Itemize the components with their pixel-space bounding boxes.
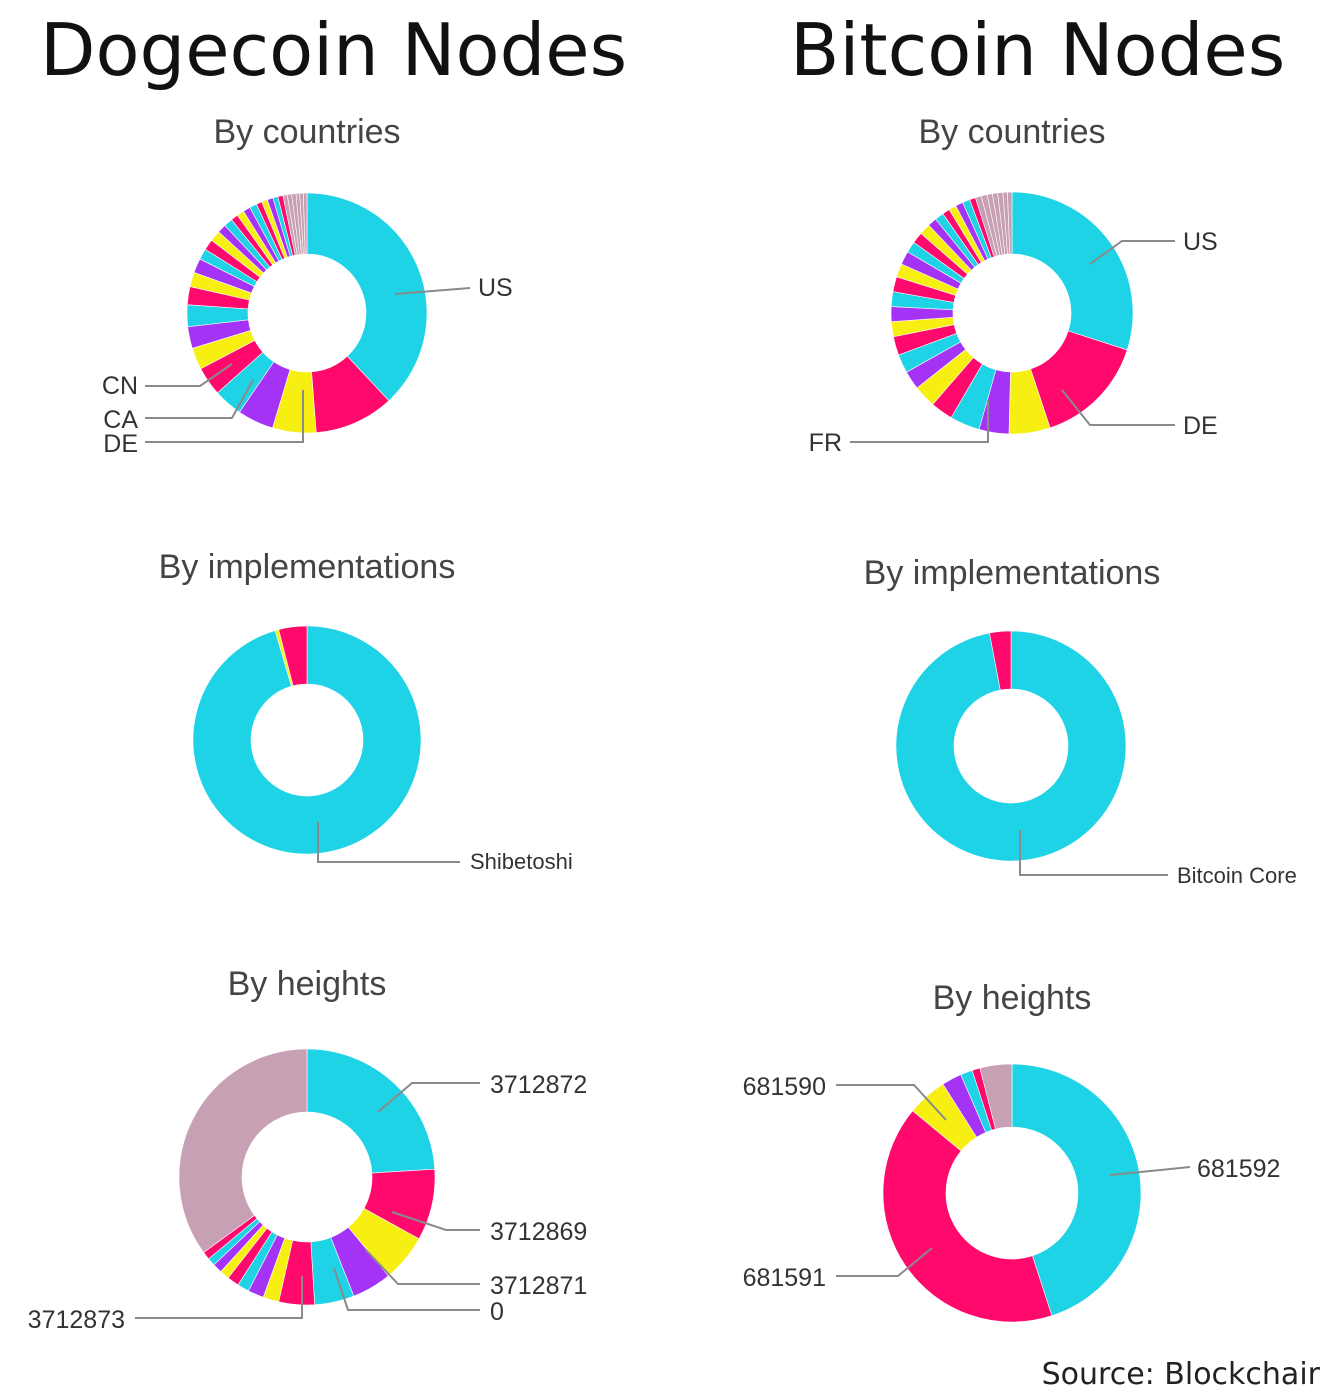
btc-heights-leader-line xyxy=(836,1247,933,1277)
btc-countries-leader-line xyxy=(850,400,989,443)
doge-countries-slice-us xyxy=(306,192,428,402)
doge-countries-slice-31 xyxy=(303,192,308,255)
doge-countries-leader-line xyxy=(394,287,471,295)
doge-countries-label: DE xyxy=(103,430,138,458)
btc-heights-chart: By heights 681592 681591 681590 xyxy=(743,979,1280,1323)
btc-heights-leader-line xyxy=(836,1084,947,1121)
doge-countries-leader-line xyxy=(145,390,304,443)
btc-impl-label: Bitcoin Core xyxy=(1177,863,1297,888)
doge-heights-leader-line xyxy=(365,1249,480,1285)
btc-heights-label: 681591 xyxy=(743,1264,826,1292)
btc-countries-slice-us xyxy=(1011,191,1134,351)
doge-impl-slice-2 xyxy=(278,625,308,687)
btc-impl-leader-line xyxy=(1019,830,1168,876)
btc-heights-subtitle: By heights xyxy=(933,979,1092,1017)
btc-impl-subtitle: By implementations xyxy=(864,554,1161,592)
doge-impl-label: Shibetoshi xyxy=(470,849,573,874)
bitcoin-nodes-heading: Bitcoin Nodes xyxy=(790,8,1286,92)
doge-countries-label: US xyxy=(478,274,513,302)
doge-heights-label: 0 xyxy=(490,1298,504,1326)
btc-heights-label: 681590 xyxy=(743,1073,826,1101)
doge-heights-label: 3712871 xyxy=(490,1272,587,1300)
btc-impl-slice-1 xyxy=(989,630,1012,691)
doge-countries-subtitle: By countries xyxy=(213,113,400,151)
doge-heights-leader-line xyxy=(333,1267,480,1311)
source-caption: Source: Blockchair xyxy=(1041,1357,1320,1392)
btc-countries-leader-line xyxy=(1061,389,1175,426)
doge-countries-label: CN xyxy=(102,372,138,400)
doge-countries-label: CA xyxy=(103,406,138,434)
btc-countries-leader-line xyxy=(1089,240,1175,265)
btc-heights-slice-681591 xyxy=(882,1110,1053,1323)
doge-impl-subtitle: By implementations xyxy=(159,548,456,586)
btc-countries-subtitle: By countries xyxy=(918,113,1105,151)
btc-countries-label: FR xyxy=(809,429,842,457)
btc-heights-label: 681592 xyxy=(1197,1155,1280,1183)
btc-heights-slice-681592 xyxy=(1011,1063,1142,1317)
doge-countries-leader-line xyxy=(145,363,233,387)
doge-impl-leader-line xyxy=(317,822,460,863)
doge-countries-leader-line xyxy=(145,379,254,419)
doge-heights-leader-line xyxy=(135,1276,303,1319)
btc-countries-label: DE xyxy=(1183,412,1218,440)
doge-heights-leader-line xyxy=(391,1211,480,1231)
btc-countries-chart: By countries US DE FR xyxy=(809,113,1218,457)
dogecoin-nodes-heading: Dogecoin Nodes xyxy=(40,8,628,92)
doge-heights-slice-14 xyxy=(178,1048,308,1253)
doge-heights-leader-line xyxy=(377,1082,480,1113)
btc-countries-slice-32 xyxy=(1007,191,1013,255)
doge-impl-chart: By implementations Shibetoshi xyxy=(159,548,573,874)
btc-impl-chart: By implementations Bitcoin Core xyxy=(864,554,1297,888)
doge-heights-subtitle: By heights xyxy=(228,965,387,1003)
btc-impl-slice-bitcoin-core xyxy=(895,630,1127,862)
btc-heights-slice-6 xyxy=(979,1063,1013,1130)
doge-heights-slice-3712872 xyxy=(306,1048,436,1174)
doge-heights-label: 3712869 xyxy=(490,1218,587,1246)
doge-heights-label: 3712873 xyxy=(28,1306,125,1334)
doge-heights-label: 3712872 xyxy=(490,1071,587,1099)
btc-countries-label: US xyxy=(1183,228,1218,256)
doge-impl-slice-shibetoshi xyxy=(192,625,422,855)
btc-heights-leader-line xyxy=(1109,1166,1191,1176)
